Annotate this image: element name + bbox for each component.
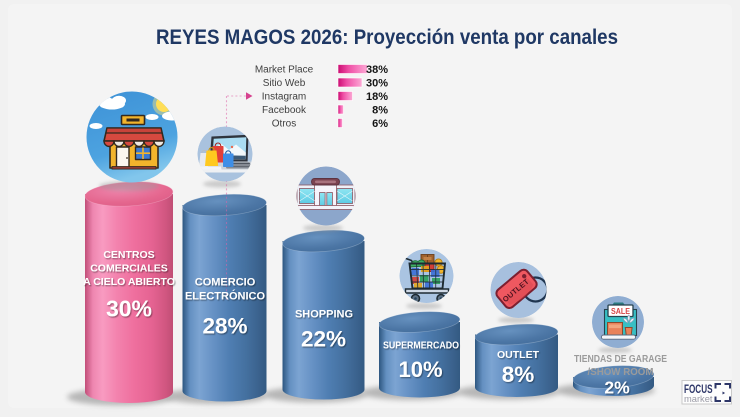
svg-text:/SHOW ROOM: /SHOW ROOM: [588, 366, 654, 378]
svg-text:Otros: Otros: [272, 119, 296, 130]
svg-text:A CIELO ABIERTO: A CIELO ABIERTO: [83, 276, 175, 288]
svg-text:28%: 28%: [202, 314, 247, 339]
svg-text:6%: 6%: [372, 118, 388, 130]
svg-text:REYES MAGOS 2026: Proyección v: REYES MAGOS 2026: Proyección venta por c…: [156, 25, 618, 49]
svg-text:30%: 30%: [366, 78, 388, 90]
svg-text:ELECTRÓNICO: ELECTRÓNICO: [185, 290, 266, 303]
svg-text:FOCUS: FOCUS: [684, 384, 713, 396]
svg-text:SUPERMERCADO: SUPERMERCADO: [383, 341, 459, 352]
svg-text:Facebook: Facebook: [262, 105, 307, 116]
svg-text:Market Place: Market Place: [255, 65, 314, 76]
svg-text:30%: 30%: [106, 296, 152, 322]
svg-text:8%: 8%: [372, 105, 388, 117]
svg-text:10%: 10%: [398, 357, 442, 382]
svg-text:38%: 38%: [366, 64, 388, 76]
svg-text:market: market: [684, 394, 713, 405]
svg-text:COMERCIO: COMERCIO: [195, 277, 256, 289]
svg-text:Sitio Web: Sitio Web: [263, 78, 306, 89]
svg-text:OUTLET: OUTLET: [497, 349, 540, 361]
svg-text:TIENDAS DE GARAGE: TIENDAS DE GARAGE: [574, 353, 667, 365]
svg-text:8%: 8%: [502, 362, 535, 387]
svg-text:18%: 18%: [366, 91, 388, 103]
svg-text:22%: 22%: [301, 327, 346, 352]
svg-text:2%: 2%: [604, 378, 630, 398]
svg-text:Instagram: Instagram: [262, 92, 306, 103]
svg-text:CENTROS: CENTROS: [103, 249, 154, 261]
svg-text:SHOPPING: SHOPPING: [295, 309, 353, 321]
svg-text:SALE: SALE: [611, 307, 631, 316]
svg-text:COMERCIALES: COMERCIALES: [90, 263, 168, 275]
